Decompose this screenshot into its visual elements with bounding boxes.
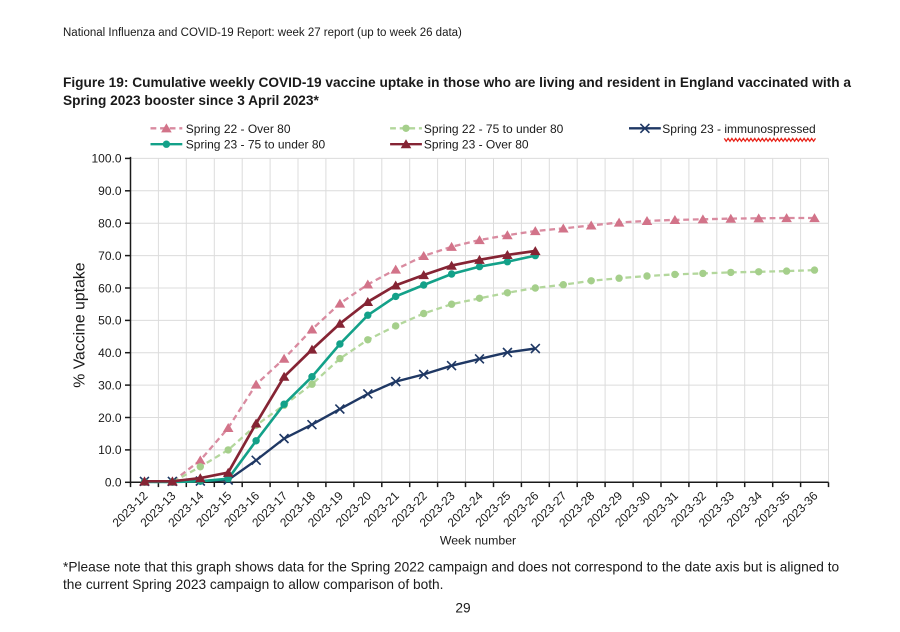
svg-text:29: 29 <box>455 601 470 616</box>
svg-text:30.0: 30.0 <box>98 378 122 392</box>
svg-text:Week number: Week number <box>440 534 516 548</box>
svg-text:*Please note that this graph s: *Please note that this graph shows data … <box>63 560 840 575</box>
svg-text:100.0: 100.0 <box>91 152 121 166</box>
svg-text:0.0: 0.0 <box>105 476 122 490</box>
svg-text:60.0: 60.0 <box>98 281 122 295</box>
svg-text:90.0: 90.0 <box>98 184 122 198</box>
svg-text:Spring 22 - 75 to under 80: Spring 22 - 75 to under 80 <box>424 122 564 136</box>
svg-text:70.0: 70.0 <box>98 249 122 263</box>
svg-text:20.0: 20.0 <box>98 411 122 425</box>
svg-text:Spring 23 - immunospressed: Spring 23 - immunospressed <box>662 122 815 136</box>
svg-text:40.0: 40.0 <box>98 346 122 360</box>
svg-text:50.0: 50.0 <box>98 314 122 328</box>
svg-text:% Vaccine uptake: % Vaccine uptake <box>71 262 88 387</box>
svg-text:80.0: 80.0 <box>98 217 122 231</box>
svg-text:10.0: 10.0 <box>98 443 122 457</box>
svg-text:Figure 19: Cumulative weekly C: Figure 19: Cumulative weekly COVID-19 va… <box>63 75 851 90</box>
svg-text:Spring 22 - Over 80: Spring 22 - Over 80 <box>186 122 291 136</box>
svg-text:National Influenza and COVID-1: National Influenza and COVID-19 Report: … <box>63 27 462 39</box>
svg-text:the current Spring 2023 campai: the current Spring 2023 campaign to allo… <box>63 577 443 592</box>
svg-text:Spring 23 - 75 to under 80: Spring 23 - 75 to under 80 <box>186 138 326 152</box>
svg-text:Spring 23 - Over 80: Spring 23 - Over 80 <box>424 138 529 152</box>
svg-text:Spring 2023 booster since 3 Ap: Spring 2023 booster since 3 April 2023* <box>63 93 320 108</box>
